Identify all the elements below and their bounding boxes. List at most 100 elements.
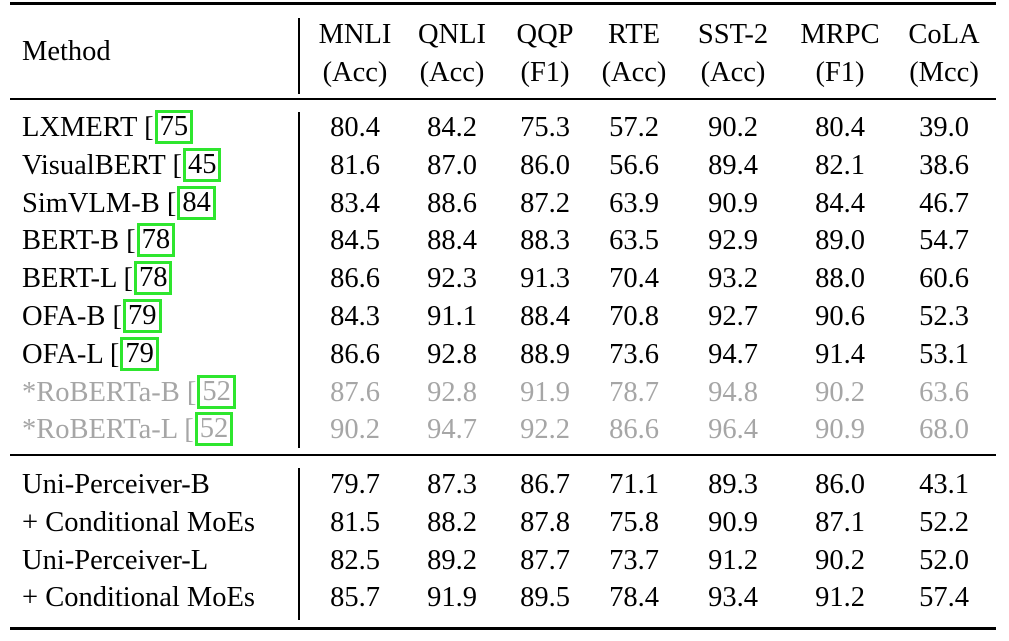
method-label: Uni-Perceiver-B — [22, 469, 210, 500]
score-cell: 87.8 — [520, 506, 570, 538]
score-cell: 92.7 — [708, 301, 758, 332]
method-name: + Conditional MoEs — [22, 580, 255, 616]
score-cell: 39.0 — [919, 112, 969, 143]
method-label: VisualBERT — [22, 149, 166, 181]
cite-bracket: [ — [109, 338, 120, 370]
score-cell: 54.7 — [919, 225, 969, 257]
score-cell: 63.9 — [609, 187, 659, 219]
score-cell: 88.6 — [427, 187, 477, 219]
column-name: QNLI — [417, 19, 487, 50]
method-label: + Conditional MoEs — [22, 506, 255, 538]
column-metric: (Acc) — [700, 57, 766, 88]
score-cell: 91.2 — [708, 544, 758, 576]
group2-divider — [298, 468, 300, 620]
method-label: LXMERT — [22, 112, 137, 143]
method-name: OFA-L [79 — [22, 336, 159, 373]
score-cell: 88.4 — [427, 225, 477, 257]
score-cell: 86.6 — [330, 263, 380, 295]
score-cell: 81.5 — [330, 506, 380, 538]
score-cell: 88.0 — [815, 263, 865, 295]
score-cell: 88.9 — [520, 338, 570, 370]
citation-ref: 84 — [177, 185, 216, 220]
method-label: Uni-Perceiver-L — [22, 544, 209, 576]
score-cell: 78.4 — [609, 582, 659, 614]
method-label: SimVLM-B — [22, 187, 160, 219]
score-cell: 80.4 — [330, 112, 380, 143]
score-cell: 91.9 — [520, 376, 570, 408]
method-label: + Conditional MoEs — [22, 582, 255, 614]
column-metric: (F1) — [520, 57, 570, 88]
score-cell: 68.0 — [919, 414, 969, 446]
method-name: *RoBERTa-L [52 — [22, 412, 234, 448]
score-cell: 52.2 — [919, 506, 969, 538]
method-label: *RoBERTa-L — [22, 414, 178, 446]
score-cell: 71.1 — [609, 469, 659, 500]
score-cell: 89.3 — [708, 469, 758, 500]
citation-ref: 79 — [123, 299, 162, 333]
score-cell: 86.6 — [330, 338, 380, 370]
score-cell: 84.5 — [330, 225, 380, 257]
score-cell: 92.8 — [427, 376, 477, 408]
bottom-rule — [10, 627, 996, 630]
score-cell: 90.2 — [815, 376, 865, 408]
score-cell: 82.1 — [815, 149, 865, 181]
score-cell: 91.1 — [427, 301, 477, 332]
top-rule — [10, 2, 996, 5]
cite-bracket: [ — [166, 187, 177, 219]
method-name: BERT-L [78 — [22, 261, 173, 297]
score-cell: 57.2 — [609, 112, 659, 143]
method-name: *RoBERTa-B [52 — [22, 374, 236, 411]
header-divider — [298, 18, 300, 94]
score-cell: 86.7 — [520, 469, 570, 500]
header-rule — [10, 98, 996, 100]
score-cell: 84.4 — [815, 187, 865, 219]
cite-bracket: [ — [184, 414, 194, 446]
score-cell: 91.4 — [815, 338, 865, 370]
score-cell: 93.4 — [708, 582, 758, 614]
score-cell: 70.4 — [609, 263, 659, 295]
column-name: RTE — [607, 19, 661, 50]
score-cell: 79.7 — [330, 469, 380, 500]
citation-ref: 45 — [182, 147, 222, 182]
score-cell: 52.3 — [919, 301, 969, 332]
group1-divider — [298, 112, 300, 448]
column-name: MRPC — [800, 19, 880, 50]
score-cell: 90.9 — [815, 414, 865, 446]
score-cell: 88.2 — [427, 506, 477, 538]
score-cell: 84.2 — [427, 112, 477, 143]
score-cell: 87.0 — [427, 149, 477, 181]
score-cell: 91.2 — [815, 582, 865, 614]
column-metric: (Acc) — [419, 57, 485, 88]
score-cell: 78.7 — [609, 376, 659, 408]
score-cell: 92.9 — [708, 225, 758, 257]
method-name: Uni-Perceiver-L — [22, 543, 208, 579]
citation-ref: 78 — [133, 261, 173, 296]
score-cell: 53.1 — [919, 338, 969, 370]
score-cell: 85.7 — [330, 582, 380, 614]
score-cell: 89.5 — [520, 582, 570, 614]
score-cell: 87.1 — [815, 506, 865, 538]
score-cell: 88.3 — [520, 225, 570, 257]
score-cell: 94.7 — [427, 414, 477, 446]
cite-bracket: [ — [172, 149, 182, 181]
score-cell: 89.0 — [815, 225, 865, 257]
score-cell: 92.2 — [520, 414, 570, 446]
score-cell: 92.3 — [427, 263, 477, 295]
score-cell: 81.6 — [330, 149, 380, 181]
column-name: QQP — [516, 19, 574, 50]
column-name: CoLA — [908, 19, 980, 50]
method-name: Uni-Perceiver-B — [22, 467, 210, 503]
score-cell: 90.2 — [815, 544, 865, 576]
method-name: + Conditional MoEs — [22, 505, 255, 541]
score-cell: 90.2 — [330, 414, 380, 446]
score-cell: 83.4 — [330, 187, 380, 219]
score-cell: 96.4 — [708, 414, 758, 446]
cite-bracket: [ — [186, 376, 197, 408]
score-cell: 92.8 — [427, 338, 477, 370]
score-cell: 89.2 — [427, 544, 477, 576]
group-rule — [10, 454, 996, 456]
score-cell: 91.3 — [520, 263, 570, 295]
score-cell: 80.4 — [815, 112, 865, 143]
score-cell: 90.9 — [708, 187, 758, 219]
method-label: OFA-L — [22, 338, 103, 370]
